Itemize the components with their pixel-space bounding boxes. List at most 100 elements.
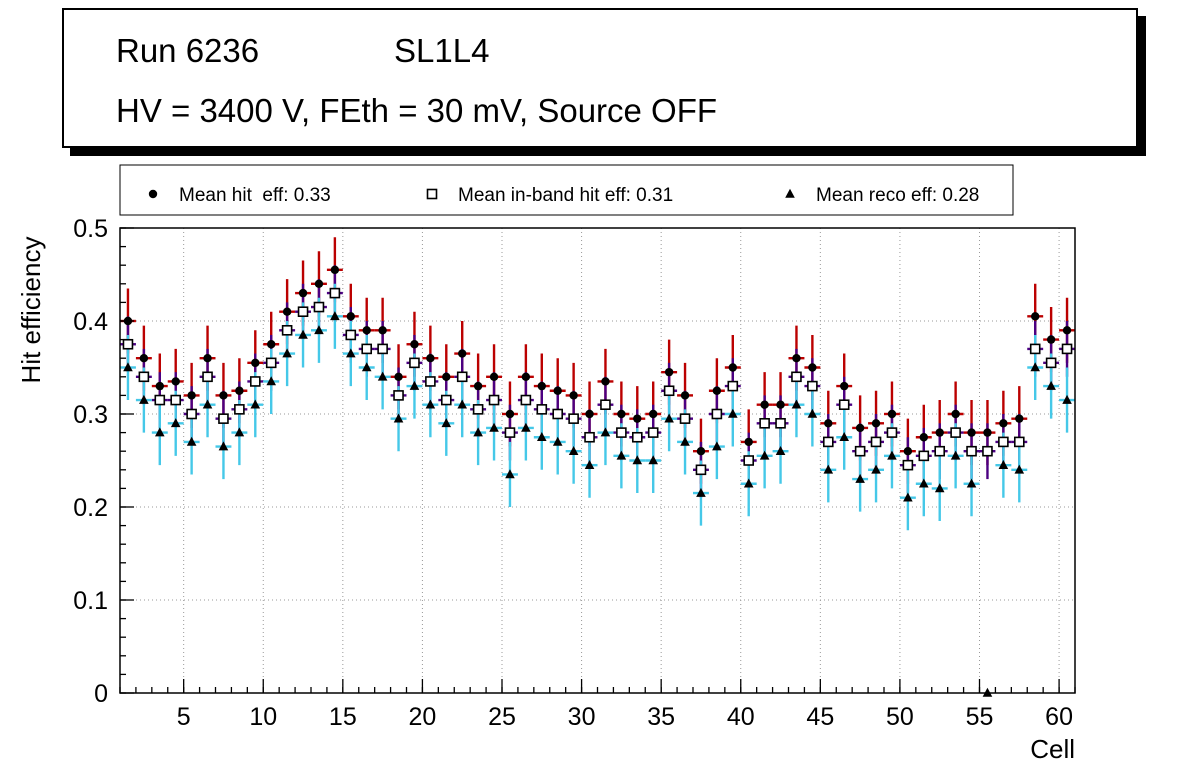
svg-text:5: 5 xyxy=(177,703,191,731)
data-point xyxy=(966,445,977,457)
data-point xyxy=(537,381,546,391)
data-point xyxy=(138,371,150,383)
data-point xyxy=(505,409,515,419)
svg-text:0.5: 0.5 xyxy=(73,215,108,243)
data-point xyxy=(935,428,944,437)
data-point xyxy=(426,354,435,363)
data-point xyxy=(154,427,165,437)
data-point xyxy=(282,307,292,316)
legend-entry-2: Mean reco eff: 0.28 xyxy=(785,185,979,206)
data-point xyxy=(695,464,707,476)
legend: Mean hit eff: 0.33 Mean in-band hit eff: … xyxy=(119,164,1014,216)
data-point xyxy=(680,391,690,400)
data-point xyxy=(903,447,913,456)
data-point xyxy=(394,372,403,381)
chamber-label: SL1L4 xyxy=(394,32,490,69)
data-point xyxy=(329,287,341,299)
data-point xyxy=(854,445,866,457)
data-point xyxy=(552,408,564,420)
data-point xyxy=(824,419,833,428)
data-point xyxy=(314,325,324,335)
data-point xyxy=(148,189,158,199)
data-point xyxy=(536,404,548,415)
tick-labels: 5 10 15 20 25 30 35 40 45 50 55 60 0 0.1 0.2 0.3 0.4 0.5 xyxy=(73,215,1073,731)
data-point xyxy=(314,279,324,288)
data-point xyxy=(855,423,865,433)
data-point xyxy=(1013,436,1025,448)
data-point xyxy=(171,377,180,386)
data-point xyxy=(250,399,261,409)
data-point xyxy=(489,422,499,432)
data-point xyxy=(966,478,977,488)
data-point xyxy=(154,394,166,406)
data-point xyxy=(855,473,865,483)
data-point xyxy=(298,329,308,339)
data-point xyxy=(521,372,531,381)
data-point xyxy=(553,386,562,395)
data-point xyxy=(1015,414,1024,423)
data-point xyxy=(155,381,164,391)
data-point xyxy=(218,413,229,424)
data-point xyxy=(123,362,133,372)
data-point xyxy=(362,326,371,335)
data-point xyxy=(887,409,897,419)
data-point xyxy=(425,376,436,387)
data-point xyxy=(202,371,213,383)
data-point xyxy=(823,464,834,474)
data-point xyxy=(187,391,196,400)
data-point xyxy=(219,391,228,400)
data-point xyxy=(505,469,515,479)
data-point xyxy=(951,409,960,419)
data-point xyxy=(760,400,769,409)
data-point xyxy=(441,418,452,428)
svg-text:0: 0 xyxy=(94,680,108,708)
svg-text:0.2: 0.2 xyxy=(73,494,108,522)
data-point xyxy=(425,399,436,409)
data-point xyxy=(186,436,197,446)
y-axis-title: Hit efficiency xyxy=(16,237,46,384)
data-point xyxy=(727,380,739,392)
data-point xyxy=(887,450,897,460)
data-point xyxy=(393,413,404,423)
data-point xyxy=(297,306,309,317)
data-point xyxy=(1029,343,1041,355)
legend-entry-label: Mean in-band hit eff: 0.31 xyxy=(458,185,673,206)
data-point xyxy=(504,427,516,438)
data-point xyxy=(584,431,595,443)
efficiency-plot: 5 10 15 20 25 30 35 40 45 50 55 60 0 0.1 0.2 0.3 0.4 0.5 C… xyxy=(16,164,1076,764)
data-point xyxy=(600,427,611,437)
svg-text:0.4: 0.4 xyxy=(73,308,108,336)
data-point xyxy=(983,428,992,437)
data-point xyxy=(203,354,212,363)
data-point xyxy=(999,419,1008,428)
gridlines xyxy=(120,228,1075,693)
data-point xyxy=(345,329,357,341)
data-point xyxy=(1014,464,1025,474)
data-point xyxy=(617,409,626,419)
svg-text:0.3: 0.3 xyxy=(73,401,108,429)
legend-entry-label: Mean reco eff: 0.28 xyxy=(816,185,979,206)
data-point xyxy=(170,394,182,406)
data-point xyxy=(585,409,594,419)
data-point xyxy=(633,414,642,423)
data-point xyxy=(426,188,438,200)
data-point xyxy=(759,450,770,460)
markers-series-2 xyxy=(123,311,1072,697)
data-point xyxy=(552,436,563,446)
data-point xyxy=(663,385,675,397)
legend-entry-1: Mean in-band hit eff: 0.31 xyxy=(426,185,673,206)
data-point xyxy=(870,436,882,448)
axis-ticks xyxy=(119,227,1076,694)
data-point xyxy=(918,478,929,488)
data-point xyxy=(568,446,579,455)
data-point xyxy=(664,367,674,377)
data-point xyxy=(378,326,387,335)
svg-text:25: 25 xyxy=(488,703,516,731)
x-axis-title: Cell xyxy=(1030,734,1075,764)
data-point xyxy=(632,455,643,465)
data-point xyxy=(1061,343,1073,355)
svg-text:15: 15 xyxy=(329,703,357,731)
svg-text:45: 45 xyxy=(806,703,834,731)
data-point xyxy=(631,431,643,443)
data-point xyxy=(792,354,801,363)
